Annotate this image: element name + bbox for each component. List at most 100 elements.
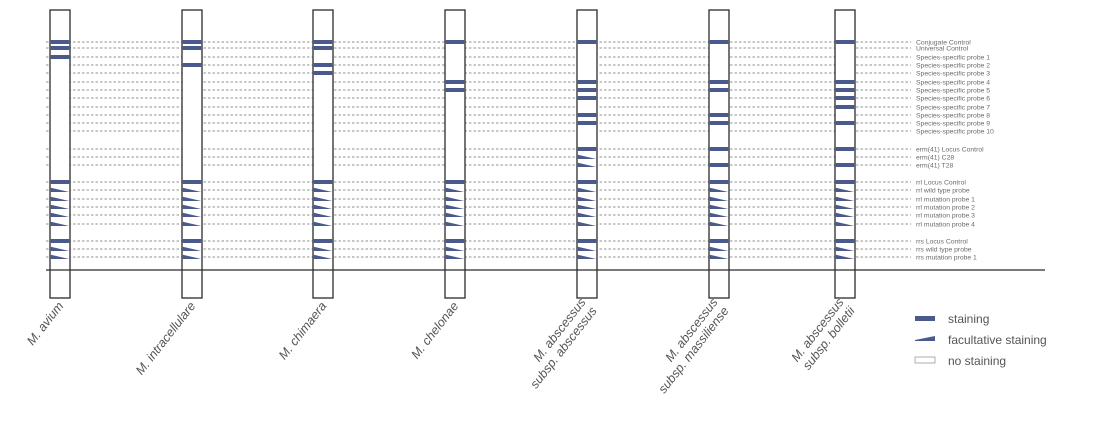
staining-band: [835, 88, 855, 92]
staining-band: [835, 180, 855, 184]
facultative-band: [835, 187, 855, 192]
staining-band: [709, 113, 729, 117]
probe-label: rrl wild type probe: [916, 187, 970, 194]
strip-name-label: M. abscessussubsp. abscessus: [516, 296, 599, 392]
test-strip: [49, 9, 71, 299]
strip-body: [834, 9, 856, 299]
facultative-band: [709, 246, 729, 251]
legend-staining-swatch: [915, 316, 935, 321]
test-strip: [834, 9, 856, 299]
facultative-band: [182, 204, 202, 209]
facultative-band: [50, 221, 70, 226]
staining-band: [313, 63, 333, 67]
facultative-band: [182, 254, 202, 259]
staining-band: [445, 80, 465, 84]
strip-name-label: M. avium: [24, 299, 66, 348]
facultative-band: [313, 221, 333, 226]
staining-band: [182, 40, 202, 44]
facultative-band: [50, 254, 70, 259]
staining-band: [709, 163, 729, 167]
staining-band: [445, 180, 465, 184]
probe-label: Universal Control: [916, 45, 969, 52]
facultative-band: [445, 246, 465, 251]
staining-band: [182, 63, 202, 67]
staining-band: [445, 239, 465, 243]
probe-label: rrl mutation probe 3: [916, 212, 975, 219]
facultative-band: [709, 204, 729, 209]
probe-label: rrs wild type probe: [916, 246, 972, 253]
staining-band: [577, 180, 597, 184]
facultative-band: [577, 154, 597, 159]
strip-body: [576, 9, 598, 299]
staining-band: [313, 180, 333, 184]
probe-label: rrs mutation probe 1: [916, 254, 977, 261]
facultative-band: [835, 254, 855, 259]
probe-guide-lines: [46, 41, 911, 258]
strip-name-label: M. abscessussubsp. bolletii: [789, 295, 859, 373]
facultative-band: [313, 196, 333, 201]
legend: staining facultative staining no stainin…: [914, 312, 1047, 368]
probe-label: Species-specific probe 7: [916, 104, 990, 111]
probe-label: rrl Locus Control: [916, 179, 966, 186]
strip-name-line: M. intracellulare: [133, 299, 198, 377]
facultative-band: [445, 204, 465, 209]
facultative-band: [50, 212, 70, 217]
facultative-band: [50, 187, 70, 192]
strip-name-label: M. intracellulare: [133, 299, 198, 377]
probe-label: Species-specific probe 9: [916, 120, 990, 127]
strip-body: [444, 9, 466, 299]
staining-band: [835, 96, 855, 100]
staining-band: [709, 88, 729, 92]
test-strip: [444, 9, 466, 299]
staining-band: [577, 96, 597, 100]
strip-name-label: M. abscessussubsp. massiliense: [645, 296, 732, 396]
strip-body: [49, 9, 71, 299]
facultative-band: [182, 196, 202, 201]
facultative-band: [709, 212, 729, 217]
test-strip: [576, 9, 598, 299]
facultative-band: [50, 246, 70, 251]
staining-band: [577, 88, 597, 92]
facultative-band: [835, 196, 855, 201]
facultative-band: [835, 212, 855, 217]
test-strip: [312, 9, 334, 299]
staining-band: [313, 239, 333, 243]
probe-label: rrs Locus Control: [916, 238, 968, 245]
strip-name-label: M. chimaera: [276, 299, 329, 362]
test-strips: [49, 9, 856, 299]
probe-label: Species-specific probe 5: [916, 87, 990, 94]
staining-band: [313, 46, 333, 50]
legend-facultative-swatch: [915, 336, 935, 341]
facultative-band: [577, 196, 597, 201]
staining-band: [577, 80, 597, 84]
staining-band: [835, 239, 855, 243]
strip-name-label: M. chelonae: [408, 299, 461, 361]
probe-label: Conjugate Control: [916, 39, 971, 46]
facultative-band: [835, 221, 855, 226]
staining-band: [50, 180, 70, 184]
staining-band: [577, 113, 597, 117]
probe-label: Species-specific probe 1: [916, 54, 990, 61]
staining-band: [709, 180, 729, 184]
facultative-band: [182, 187, 202, 192]
facultative-band: [182, 246, 202, 251]
facultative-band: [709, 187, 729, 192]
facultative-band: [445, 187, 465, 192]
facultative-band: [577, 246, 597, 251]
facultative-band: [577, 254, 597, 259]
facultative-band: [445, 221, 465, 226]
probe-label: rrl mutation probe 4: [916, 221, 975, 228]
strip-name-line: M. avium: [24, 299, 66, 348]
probe-label: erm(41) Locus Control: [916, 146, 984, 153]
staining-band: [577, 121, 597, 125]
staining-band: [835, 40, 855, 44]
probe-label: erm(41) C28: [916, 154, 954, 161]
facultative-band: [313, 254, 333, 259]
facultative-band: [577, 162, 597, 167]
legend-staining-label: staining: [948, 312, 989, 326]
probe-label: Species-specific probe 6: [916, 95, 990, 102]
legend-no-staining-swatch: [914, 356, 936, 364]
test-strip: [708, 9, 730, 299]
